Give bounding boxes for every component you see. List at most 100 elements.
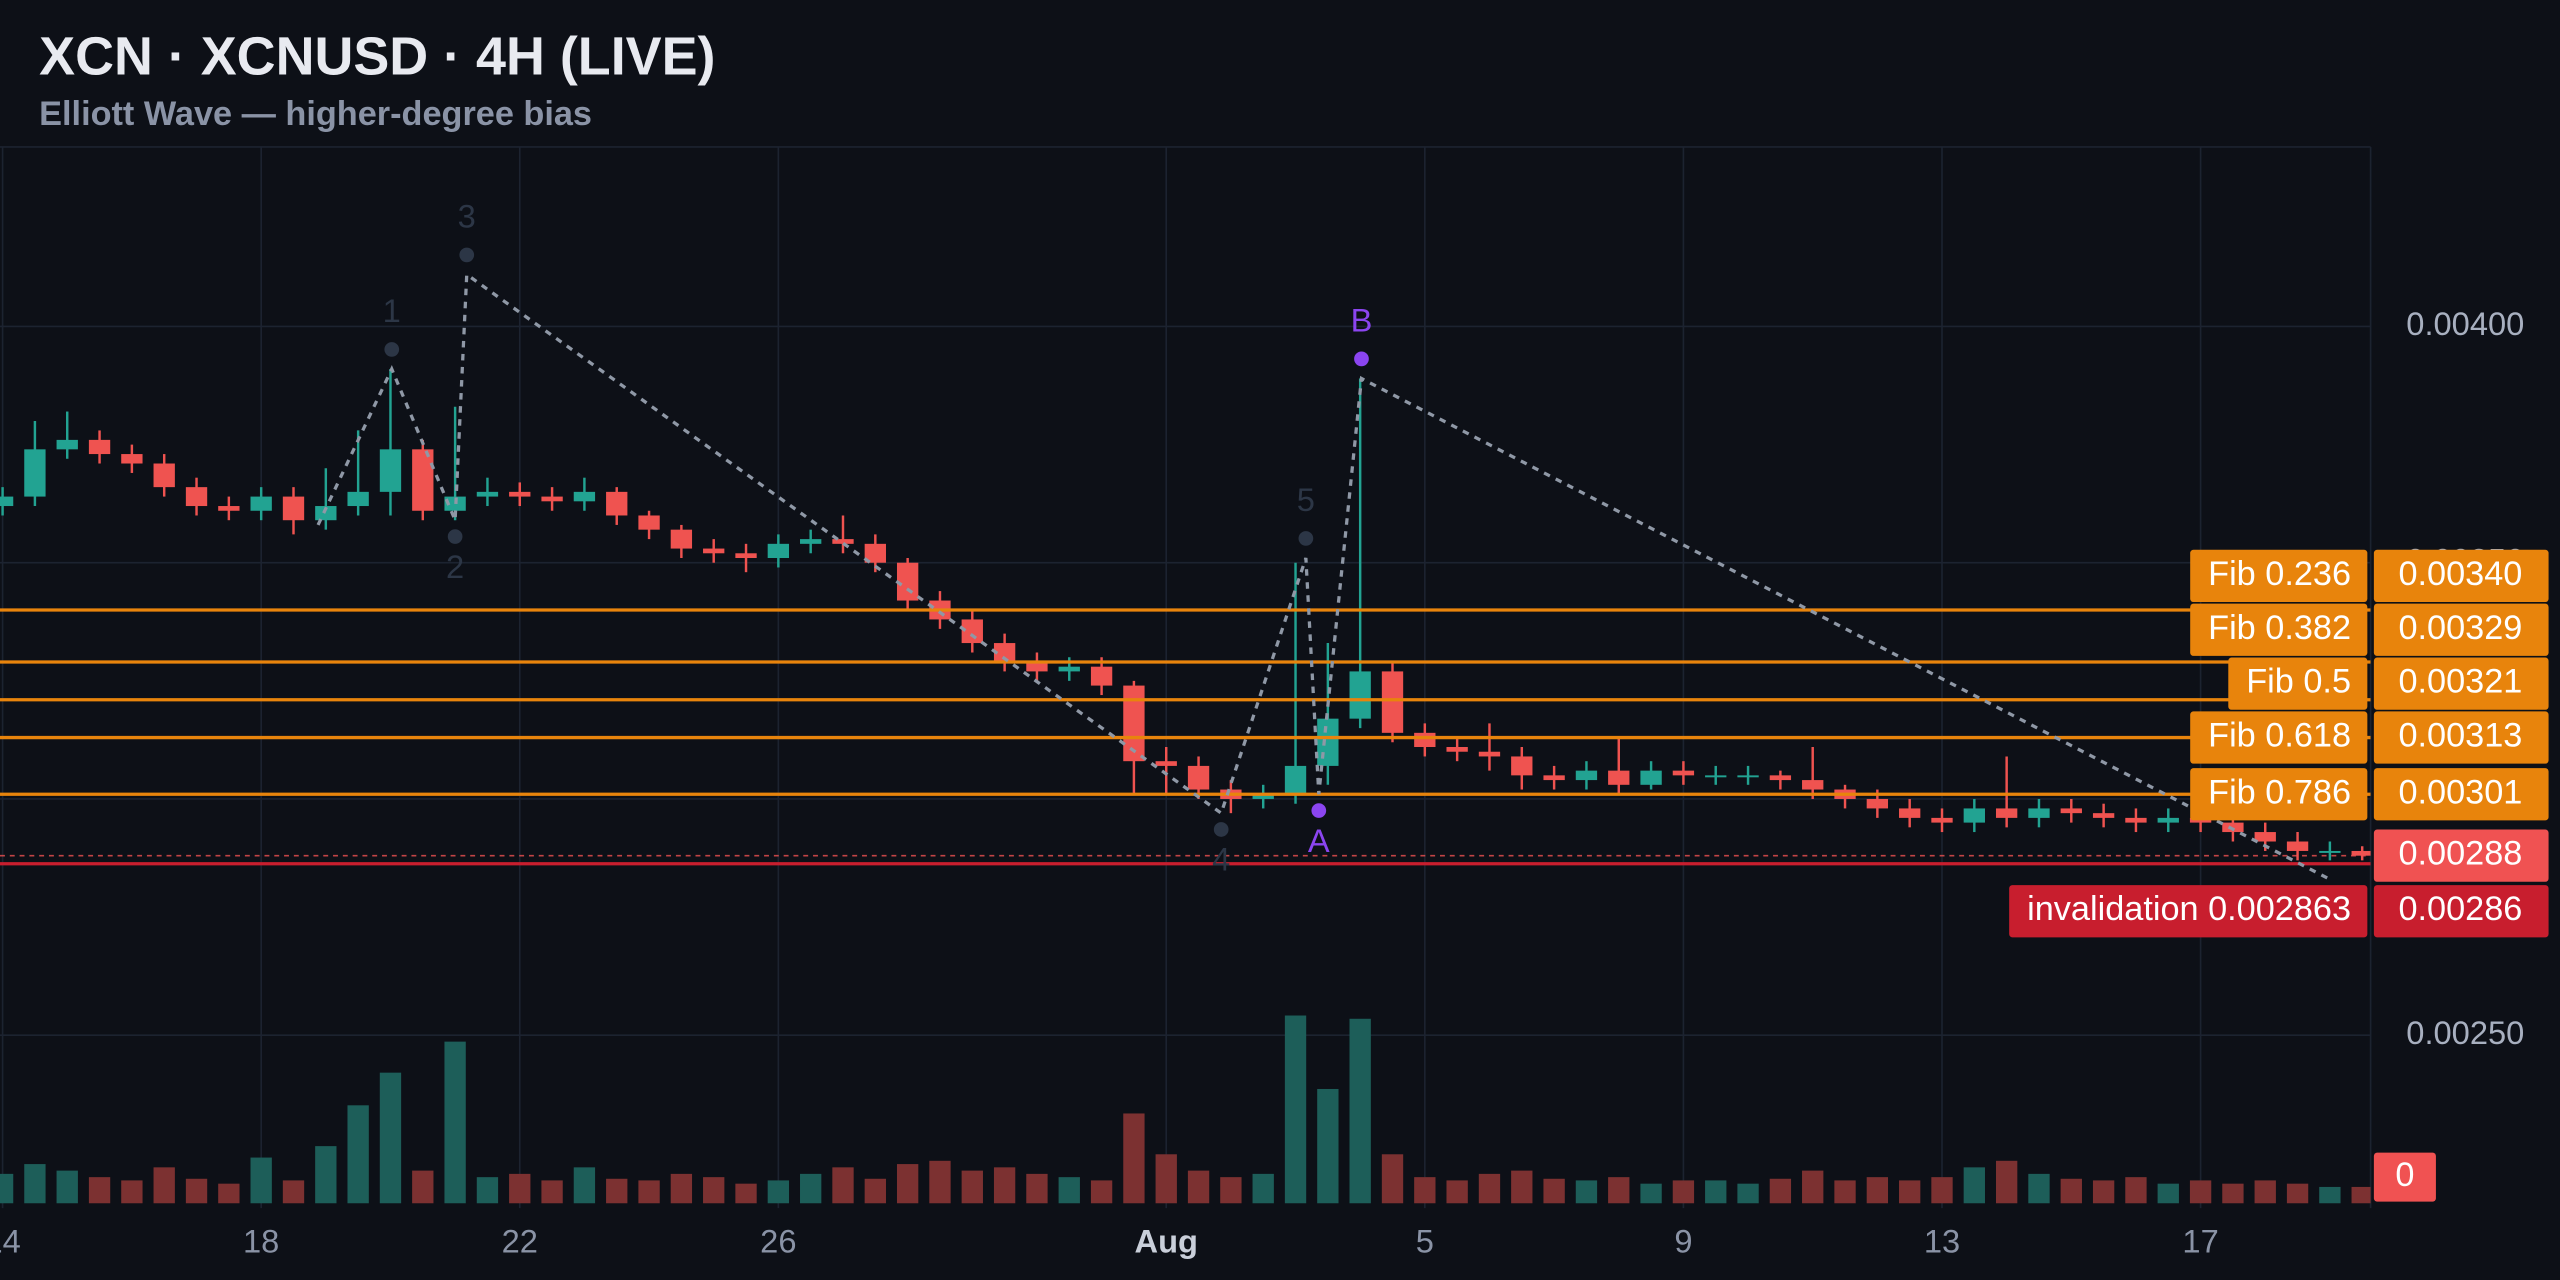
plot-area: 1 2 3 4 5 A B xyxy=(0,198,2371,1204)
fib-price-label-box xyxy=(2373,549,2549,603)
volume-bar xyxy=(1220,1177,1242,1204)
candle-body xyxy=(1931,817,1953,823)
volume-bar xyxy=(2286,1183,2309,1204)
volume-bar xyxy=(1446,1180,1468,1204)
chart-title: XCN · XCNUSD · 4H (LIVE) xyxy=(39,27,715,87)
volume-bar xyxy=(1284,1015,1307,1204)
volume-bar xyxy=(703,1177,725,1204)
candle-body xyxy=(1090,666,1113,686)
volume-bar xyxy=(250,1157,272,1204)
volume-bar xyxy=(2092,1180,2115,1204)
fib-price-label: 0.00313 xyxy=(2398,717,2522,755)
candle-body xyxy=(476,491,499,497)
candle-body xyxy=(993,643,1016,662)
candle-body xyxy=(1058,666,1080,672)
volume-bar xyxy=(1511,1170,1533,1204)
volume-bar xyxy=(2254,1180,2276,1204)
candle-body xyxy=(1737,775,1759,778)
volume-bar xyxy=(379,1072,402,1204)
candle-body xyxy=(2319,850,2341,853)
volume-bar xyxy=(1608,1177,1630,1204)
fib-label: Fib 0.786 xyxy=(2208,773,2351,811)
last-price-label-box xyxy=(2373,829,2549,882)
volume-bar xyxy=(1381,1154,1404,1204)
volume-bar xyxy=(896,1164,919,1204)
candle-body xyxy=(1155,761,1177,766)
candle-body xyxy=(703,548,725,554)
candle-body xyxy=(185,487,208,507)
candle-body xyxy=(509,491,531,497)
candle-body xyxy=(282,496,305,521)
fib-label-box xyxy=(2190,549,2368,603)
candle-body xyxy=(1995,808,2018,818)
volume-bar xyxy=(606,1178,628,1204)
x-tick-label: Aug xyxy=(1135,1223,1198,1260)
fib-price-label: 0.00301 xyxy=(2398,773,2522,811)
volume-bar xyxy=(929,1160,951,1204)
fib-price-label-box xyxy=(2373,603,2549,656)
volume-bar xyxy=(1155,1154,1177,1204)
wave-label: A xyxy=(1308,822,1330,859)
volume-bar xyxy=(1737,1183,1759,1204)
fib-price-label-box xyxy=(2373,711,2549,764)
volume-bar xyxy=(218,1183,240,1204)
volume-bar xyxy=(1963,1167,1985,1204)
volume-bar xyxy=(347,1105,369,1204)
volume-bar xyxy=(1478,1173,1501,1204)
volume-bar xyxy=(800,1173,822,1204)
volume-bar xyxy=(735,1183,757,1204)
volume-bar xyxy=(1349,1018,1371,1204)
x-tick-label: 26 xyxy=(760,1223,796,1260)
wave-label: 3 xyxy=(458,198,476,235)
candle-body xyxy=(2286,841,2309,851)
volume-bar xyxy=(573,1167,596,1204)
volume-bar xyxy=(1672,1180,1695,1204)
candle-body xyxy=(1899,808,1921,818)
fib-label: Fib 0.382 xyxy=(2208,609,2351,647)
volume-bar xyxy=(767,1180,790,1204)
wave-point xyxy=(1213,822,1229,837)
candle-body xyxy=(1252,794,1274,799)
volume-bar xyxy=(121,1180,143,1204)
wave-label: 2 xyxy=(446,548,464,585)
volume-bar xyxy=(282,1180,305,1204)
candle-body xyxy=(218,506,240,511)
candle-body xyxy=(1543,775,1565,781)
wave-line xyxy=(316,271,2331,881)
candle-body xyxy=(800,539,822,544)
wave-label: 4 xyxy=(1212,841,1230,878)
volume-bar xyxy=(444,1041,466,1204)
volume-bar xyxy=(1834,1180,1856,1204)
candle-body xyxy=(1963,808,1985,823)
candle-body xyxy=(56,439,78,450)
candle-body xyxy=(1026,661,1048,672)
volume-bar xyxy=(1414,1177,1436,1204)
fib-price-label-box xyxy=(2373,768,2549,821)
candle-body xyxy=(573,491,596,502)
candle-body xyxy=(1769,775,1792,781)
candle-body xyxy=(1672,770,1695,776)
fib-price-label: 0.00340 xyxy=(2398,555,2522,593)
candle-body xyxy=(2351,850,2371,856)
candle-body xyxy=(541,496,563,502)
volume-bar xyxy=(638,1180,660,1204)
candle-body xyxy=(0,496,14,507)
x-tick-label: 17 xyxy=(2182,1223,2218,1260)
invalidation-label-box xyxy=(2009,885,2368,938)
fib-price-label: 0.00329 xyxy=(2398,609,2522,647)
candle-body xyxy=(1187,765,1210,790)
volume-bar xyxy=(0,1173,14,1204)
candle-body xyxy=(347,491,369,507)
candle-body xyxy=(606,491,628,516)
candle-body xyxy=(864,543,886,563)
overlay: 14182226Aug5913170.002500.003000.003500.… xyxy=(0,305,2549,1260)
candle-body xyxy=(1478,751,1501,757)
fib-label: Fib 0.5 xyxy=(2246,663,2351,701)
candle-body xyxy=(961,619,983,644)
volume-bar xyxy=(412,1170,434,1204)
candle-body xyxy=(1640,770,1662,785)
candle-body xyxy=(1446,747,1468,752)
candle-body xyxy=(2028,808,2050,818)
volume-bar xyxy=(1252,1173,1274,1204)
